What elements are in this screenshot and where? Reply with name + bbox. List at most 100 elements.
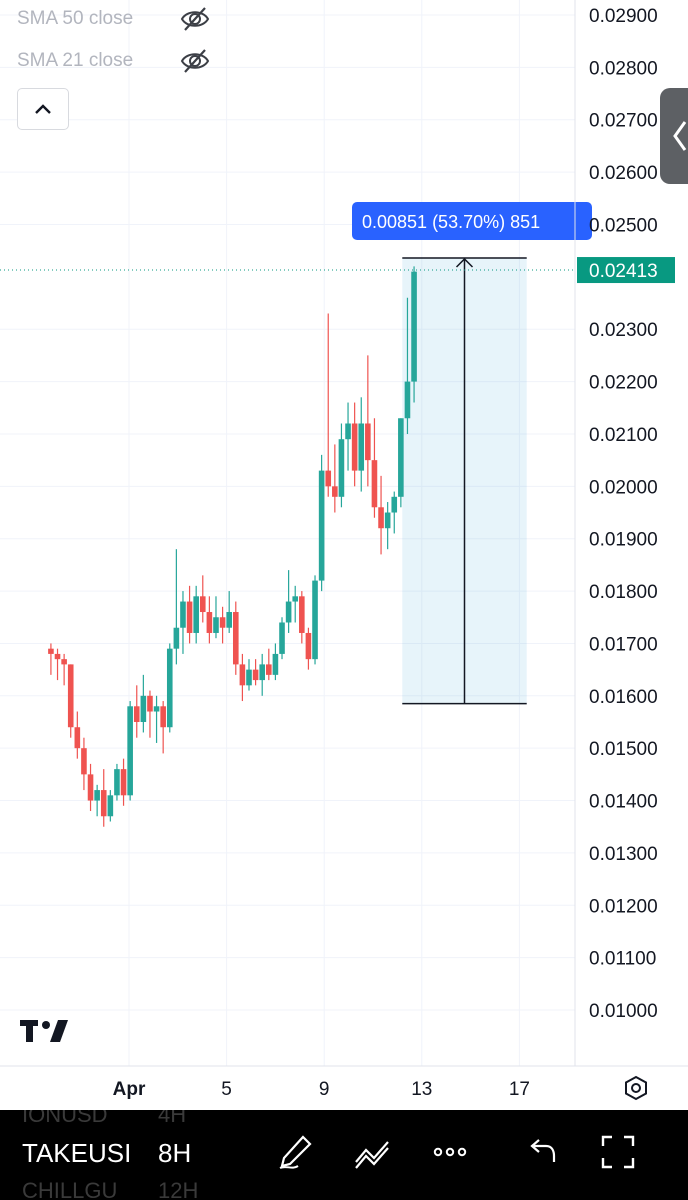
candle-body xyxy=(186,601,193,633)
candle-body xyxy=(140,695,147,722)
time-scale[interactable]: Apr 5 9 13 17 xyxy=(113,1079,530,1100)
candle-body xyxy=(87,774,94,801)
candle-body xyxy=(239,664,246,686)
price-tick-label: 0.01800 xyxy=(589,582,658,603)
candle-body xyxy=(160,706,166,728)
candle-body xyxy=(378,507,384,529)
candle-body xyxy=(312,580,318,660)
candle-body xyxy=(226,612,232,628)
legend-sma-50-label: SMA 50 close xyxy=(17,8,134,29)
legend-sma-50[interactable]: SMA 50 close xyxy=(17,7,210,31)
more-dots-icon[interactable] xyxy=(430,1132,470,1172)
candle-body xyxy=(173,627,180,649)
next-interval[interactable]: 12H xyxy=(158,1178,199,1200)
candle-body xyxy=(147,695,153,712)
candle-body xyxy=(266,664,272,675)
price-tick-label: 0.01500 xyxy=(589,739,658,760)
candle-body xyxy=(411,271,417,382)
candle-body xyxy=(259,664,266,681)
eye-off-icon[interactable] xyxy=(179,46,211,76)
candle-body xyxy=(246,669,252,686)
candle-body xyxy=(279,622,285,654)
candle-body xyxy=(285,601,292,623)
candle-body xyxy=(365,423,371,461)
price-tick-label: 0.02700 xyxy=(589,111,658,132)
previous-interval[interactable]: 4H xyxy=(158,1110,187,1127)
candle-body xyxy=(391,496,398,513)
price-tick-label: 0.02200 xyxy=(589,373,658,394)
trend-line-icon[interactable] xyxy=(352,1132,392,1172)
measure-label-text: 0.00851 (53.70%) 851 xyxy=(362,212,540,232)
price-tick-label: 0.01600 xyxy=(589,687,658,708)
candle-body xyxy=(81,748,87,775)
candle-body xyxy=(74,727,81,749)
tradingview-logo[interactable] xyxy=(20,1018,72,1044)
candle-body xyxy=(206,612,213,633)
price-tick-label: 0.01900 xyxy=(589,530,658,551)
legend-sma-21[interactable]: SMA 21 close xyxy=(17,49,210,73)
candle-body xyxy=(107,795,114,817)
price-scale[interactable]: 0.02900 0.02800 0.02700 0.02600 0.02500 0.023… xyxy=(577,6,675,1022)
price-tick-label: 0.01700 xyxy=(589,634,658,655)
candle-body xyxy=(48,648,54,654)
price-tick-label: 0.01300 xyxy=(589,844,658,865)
chart-grid xyxy=(0,0,575,1066)
pen-icon[interactable] xyxy=(276,1132,316,1172)
eye-off-icon[interactable] xyxy=(179,4,211,34)
candle-body xyxy=(127,706,133,796)
candle-body xyxy=(404,381,411,419)
fullscreen-icon[interactable] xyxy=(598,1132,638,1172)
candle-body xyxy=(61,659,67,665)
candle-body xyxy=(398,418,404,497)
candle-body xyxy=(193,596,199,633)
price-tick-label: 0.02000 xyxy=(589,477,658,498)
interval-selector[interactable]: 8H xyxy=(158,1138,192,1168)
side-panel-toggle[interactable] xyxy=(660,88,688,184)
bottom-toolbar: IONUSD 4H TAKEUSI 8H CHILLGU 12H xyxy=(0,1110,688,1200)
candle-body xyxy=(114,769,120,796)
candle-body xyxy=(232,612,239,665)
time-tick-label: 13 xyxy=(411,1079,432,1100)
price-chart[interactable]: 0.00851 (53.70%) 851 0.02900 0.02800 0.027… xyxy=(0,0,688,1110)
symbol-selector[interactable]: TAKEUSI xyxy=(22,1138,132,1168)
candle-body xyxy=(384,512,391,529)
time-tick-label: 5 xyxy=(221,1079,232,1100)
candle-body xyxy=(94,790,100,801)
price-tick-label: 0.02600 xyxy=(589,163,658,184)
candles xyxy=(48,266,417,827)
candle-body xyxy=(100,790,107,817)
legend-sma-21-label: SMA 21 close xyxy=(17,50,134,71)
candle-body xyxy=(153,706,160,712)
candle-body xyxy=(299,596,305,633)
time-tick-label: 9 xyxy=(319,1079,330,1100)
price-tick-label: 0.01100 xyxy=(589,949,656,970)
candle-body xyxy=(199,596,206,613)
last-price-badge xyxy=(577,257,675,284)
candle-body xyxy=(325,470,332,487)
candle-body xyxy=(332,486,338,497)
measure-arrow-head xyxy=(455,257,474,268)
candle-body xyxy=(345,423,351,440)
time-tick-label: Apr xyxy=(113,1079,146,1100)
price-tick-label: 0.02800 xyxy=(589,58,658,79)
last-price-label: 0.02413 xyxy=(589,261,658,282)
measure-label-box xyxy=(352,201,592,240)
candle-body xyxy=(351,423,358,471)
time-tick-label: 17 xyxy=(509,1079,530,1100)
next-symbol[interactable]: CHILLGU xyxy=(22,1178,118,1200)
price-tick-label: 0.01200 xyxy=(589,896,658,917)
chevron-up-icon xyxy=(35,104,51,114)
price-tick-label: 0.02900 xyxy=(589,6,658,27)
candle-body xyxy=(358,423,365,471)
price-tick-label: 0.01000 xyxy=(589,1001,658,1022)
candle-body xyxy=(252,669,259,681)
collapse-legend-button[interactable] xyxy=(17,88,69,130)
settings-hexagon-icon[interactable] xyxy=(622,1074,650,1102)
price-tick-label: 0.02500 xyxy=(589,215,658,236)
candle-body xyxy=(213,617,219,633)
undo-icon[interactable] xyxy=(522,1132,562,1172)
previous-symbol[interactable]: IONUSD xyxy=(22,1110,108,1127)
price-tick-label: 0.02300 xyxy=(589,320,658,341)
candle-body xyxy=(120,769,127,796)
price-range-measure[interactable]: 0.00851 (53.70%) 851 xyxy=(352,201,592,705)
